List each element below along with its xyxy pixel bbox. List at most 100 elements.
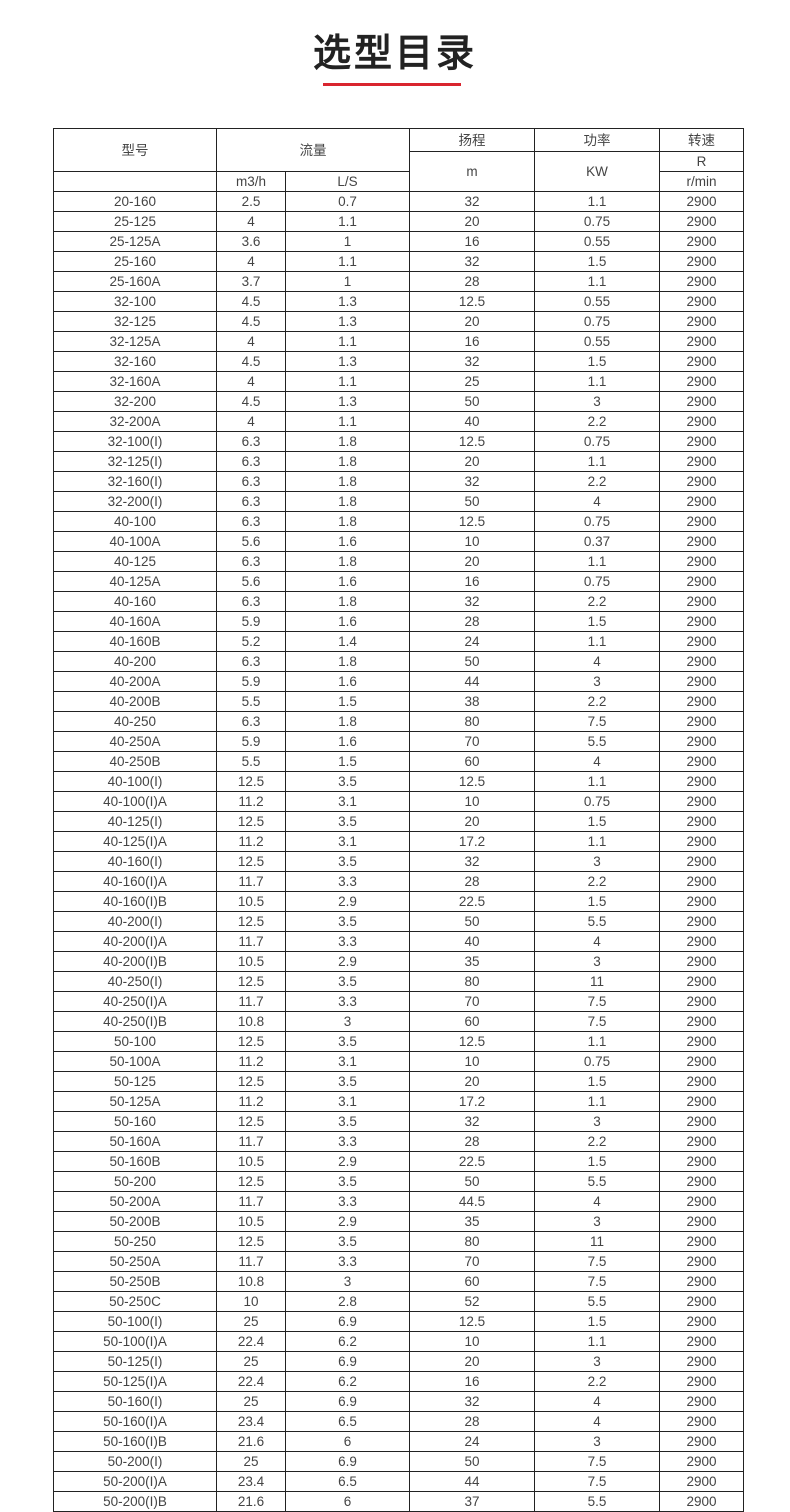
table-row: 50-250 12.5 3.5 80 11 2900: [53, 1231, 744, 1252]
cell-flow-ls: 3.3: [285, 871, 410, 892]
cell-speed: 2900: [659, 931, 744, 952]
cell-model: 50-100(I): [53, 1311, 217, 1332]
cell-speed: 2900: [659, 1151, 744, 1172]
cell-speed: 2900: [659, 431, 744, 452]
cell-flow-ls: 1.5: [285, 691, 410, 712]
table-row: 50-160 12.5 3.5 32 3 2900: [53, 1111, 744, 1132]
cell-model: 40-200B: [53, 691, 217, 712]
cell-flow-m3h: 6.3: [216, 471, 286, 492]
cell-power: 1.5: [534, 891, 660, 912]
cell-flow-ls: 1.8: [285, 491, 410, 512]
cell-model: 40-160(I): [53, 851, 217, 872]
table-row: 50-250C 10 2.8 52 5.5 2900: [53, 1291, 744, 1312]
cell-model: 40-125(I)A: [53, 831, 217, 852]
cell-flow-ls: 1.8: [285, 651, 410, 672]
cell-speed: 2900: [659, 591, 744, 612]
cell-speed: 2900: [659, 1231, 744, 1252]
cell-model: 32-160(I): [53, 471, 217, 492]
table-row: 32-200 4.5 1.3 50 3 2900: [53, 391, 744, 412]
cell-flow-ls: 1.1: [285, 411, 410, 432]
cell-head: 20: [409, 211, 535, 232]
cell-model: 25-125A: [53, 231, 217, 252]
cell-model: 40-160(I)A: [53, 871, 217, 892]
cell-head: 16: [409, 231, 535, 252]
cell-head: 80: [409, 1231, 535, 1252]
cell-power: 3: [534, 1211, 660, 1232]
cell-flow-m3h: 11.2: [216, 1051, 286, 1072]
cell-head: 40: [409, 411, 535, 432]
cell-flow-ls: 3: [285, 1271, 410, 1292]
cell-flow-m3h: 23.4: [216, 1471, 286, 1492]
cell-flow-m3h: 25: [216, 1391, 286, 1412]
table-row: 40-200B 5.5 1.5 38 2.2 2900: [53, 691, 744, 712]
cell-flow-ls: 6: [285, 1431, 410, 1452]
cell-model: 20-160: [53, 191, 217, 212]
cell-power: 3: [534, 851, 660, 872]
table-row: 50-160(I)B 21.6 6 24 3 2900: [53, 1431, 744, 1452]
cell-head: 10: [409, 531, 535, 552]
cell-flow-m3h: 12.5: [216, 1031, 286, 1052]
table-row: 40-125(I) 12.5 3.5 20 1.5 2900: [53, 811, 744, 832]
cell-model: 25-125: [53, 211, 217, 232]
cell-power: 7.5: [534, 1251, 660, 1272]
cell-flow-m3h: 4.5: [216, 311, 286, 332]
cell-head: 32: [409, 1391, 535, 1412]
cell-model: 50-160(I): [53, 1391, 217, 1412]
cell-flow-m3h: 4: [216, 211, 286, 232]
cell-head: 10: [409, 1331, 535, 1352]
cell-flow-m3h: 11.7: [216, 1251, 286, 1272]
selection-table: 型号 流量 扬程 功率 转速 m KW R m3/h L/S r/min 20-…: [53, 128, 744, 1512]
cell-flow-ls: 2.9: [285, 1151, 410, 1172]
cell-flow-ls: 1.6: [285, 531, 410, 552]
cell-head: 40: [409, 931, 535, 952]
cell-head: 80: [409, 711, 535, 732]
table-row: 25-125A 3.6 1 16 0.55 2900: [53, 231, 744, 252]
cell-flow-ls: 3.5: [285, 1111, 410, 1132]
cell-power: 0.75: [534, 431, 660, 452]
cell-flow-m3h: 11.7: [216, 991, 286, 1012]
cell-flow-ls: 3.3: [285, 1191, 410, 1212]
cell-flow-ls: 1.8: [285, 471, 410, 492]
cell-head: 12.5: [409, 431, 535, 452]
cell-flow-m3h: 25: [216, 1311, 286, 1332]
cell-model: 32-100: [53, 291, 217, 312]
cell-flow-ls: 1.6: [285, 571, 410, 592]
cell-model: 40-250: [53, 711, 217, 732]
header-speed-unit: r/min: [659, 171, 744, 192]
table-row: 50-200(I)B 21.6 6 37 5.5 2900: [53, 1491, 744, 1512]
cell-power: 4: [534, 931, 660, 952]
cell-power: 1.1: [534, 371, 660, 392]
cell-flow-m3h: 10.5: [216, 1211, 286, 1232]
cell-model: 40-250(I): [53, 971, 217, 992]
cell-flow-ls: 1.6: [285, 671, 410, 692]
cell-speed: 2900: [659, 1051, 744, 1072]
cell-head: 20: [409, 1071, 535, 1092]
cell-flow-m3h: 12.5: [216, 971, 286, 992]
cell-model: 40-125A: [53, 571, 217, 592]
cell-model: 40-125: [53, 551, 217, 572]
cell-head: 24: [409, 631, 535, 652]
cell-power: 3: [534, 1111, 660, 1132]
cell-head: 17.2: [409, 1091, 535, 1112]
cell-speed: 2900: [659, 1491, 744, 1512]
cell-power: 0.37: [534, 531, 660, 552]
table-row: 32-200(I) 6.3 1.8 50 4 2900: [53, 491, 744, 512]
cell-flow-m3h: 12.5: [216, 771, 286, 792]
cell-flow-m3h: 2.5: [216, 191, 286, 212]
table-row: 40-160 6.3 1.8 32 2.2 2900: [53, 591, 744, 612]
table-row: 32-125A 4 1.1 16 0.55 2900: [53, 331, 744, 352]
cell-flow-m3h: 4.5: [216, 351, 286, 372]
cell-speed: 2900: [659, 1071, 744, 1092]
cell-speed: 2900: [659, 411, 744, 432]
cell-head: 50: [409, 491, 535, 512]
cell-flow-ls: 6.9: [285, 1311, 410, 1332]
cell-flow-ls: 0.7: [285, 191, 410, 212]
cell-head: 70: [409, 1251, 535, 1272]
table-row: 50-160(I) 25 6.9 32 4 2900: [53, 1391, 744, 1412]
cell-flow-ls: 3.5: [285, 911, 410, 932]
cell-flow-m3h: 5.9: [216, 671, 286, 692]
table-row: 32-160A 4 1.1 25 1.1 2900: [53, 371, 744, 392]
cell-flow-m3h: 21.6: [216, 1431, 286, 1452]
header-head: 扬程: [409, 128, 535, 152]
cell-speed: 2900: [659, 1191, 744, 1212]
